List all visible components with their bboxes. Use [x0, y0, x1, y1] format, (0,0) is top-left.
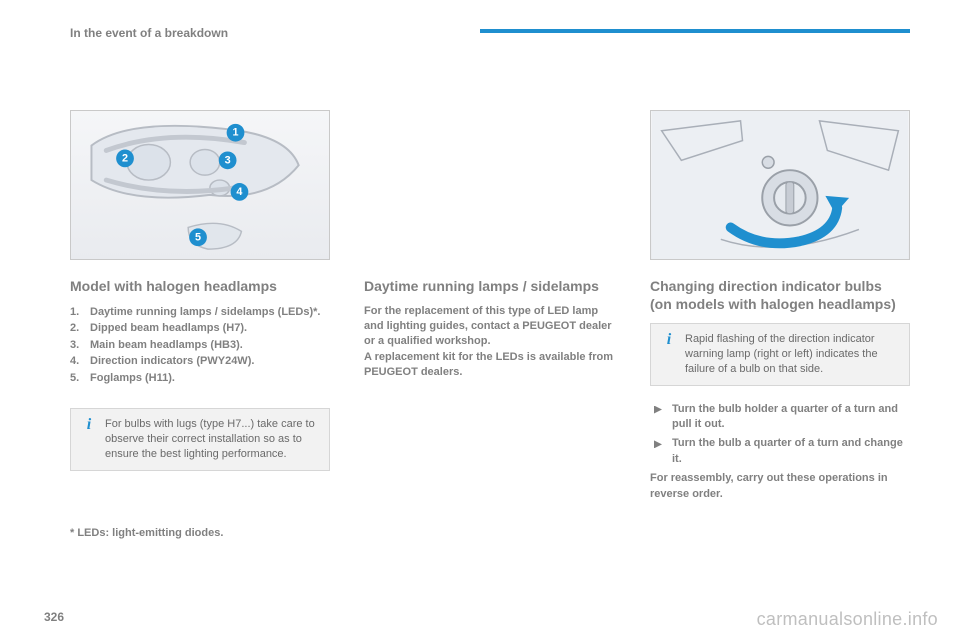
page-number: 326 — [44, 610, 64, 624]
instructions: Turn the bulb holder a quarter of a turn… — [650, 402, 910, 504]
lamp-list: Daytime running lamps / sidelamps (LEDs)… — [70, 304, 330, 387]
page: In the event of a breakdown 1 2 3 — [0, 0, 960, 640]
led-footnote: * LEDs: light-emitting diodes. — [70, 527, 330, 539]
svg-text:1: 1 — [233, 127, 239, 139]
lamp-item: Main beam headlamps (HB3). — [70, 337, 330, 354]
svg-text:5: 5 — [195, 231, 201, 243]
column-2: Daytime running lamps / sidelamps For th… — [364, 110, 616, 539]
col2-title: Daytime running lamps / sidelamps — [364, 278, 616, 296]
column-3: Changing direction indicator bulbs (on m… — [650, 110, 910, 539]
lamp-item: Daytime running lamps / sidelamps (LEDs)… — [70, 304, 330, 321]
step-item: Turn the bulb a quarter of a turn and ch… — [650, 436, 910, 468]
columns: 1 2 3 4 5 Model with halogen headlamps D… — [70, 110, 910, 539]
column-1: 1 2 3 4 5 Model with halogen headlamps D… — [70, 110, 330, 539]
svg-text:3: 3 — [225, 154, 231, 166]
col2-p2: A replacement kit for the LEDs is availa… — [364, 351, 613, 378]
col2-p1: For the replacement of this type of LED … — [364, 305, 612, 348]
col3-title: Changing direction indicator bulbs (on m… — [650, 278, 910, 313]
col1-title: Model with halogen headlamps — [70, 278, 330, 296]
info-box-bulbs: i For bulbs with lugs (type H7...) take … — [70, 408, 330, 471]
info-icon: i — [81, 417, 97, 433]
info-text: For bulbs with lugs (type H7...) take ca… — [105, 418, 315, 460]
header-rule — [480, 29, 910, 33]
info-icon: i — [661, 332, 677, 348]
watermark: carmanualsonline.info — [757, 609, 938, 630]
col2-body: For the replacement of this type of LED … — [364, 304, 616, 381]
headlamp-diagram: 1 2 3 4 5 — [70, 110, 330, 260]
lamp-item: Direction indicators (PWY24W). — [70, 353, 330, 370]
info-text: Rapid flashing of the direction indicato… — [685, 333, 878, 375]
svg-text:2: 2 — [122, 152, 128, 164]
step-item: Turn the bulb holder a quarter of a turn… — [650, 402, 910, 434]
lamp-item: Foglamps (H11). — [70, 370, 330, 387]
lamp-item: Dipped beam headlamps (H7). — [70, 320, 330, 337]
bulb-holder-diagram — [650, 110, 910, 260]
info-box-flashing: i Rapid flashing of the direction indica… — [650, 323, 910, 386]
reassembly-note: For reassembly, carry out these operatio… — [650, 471, 910, 503]
spacer — [364, 110, 616, 260]
svg-text:4: 4 — [236, 186, 242, 198]
